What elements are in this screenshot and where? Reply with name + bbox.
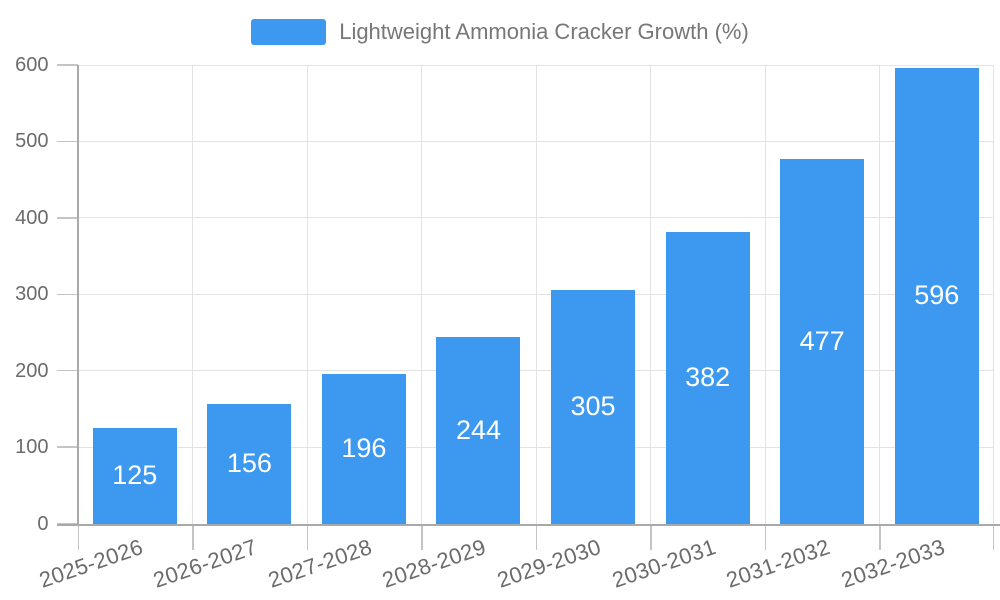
x-axis-line <box>56 523 1000 526</box>
plot-area: 0 100 200 300 400 500 600 125 2025-2026 156 2026-2… <box>15 54 1000 592</box>
y-tick-label: 100 <box>15 436 49 459</box>
y-axis-tick <box>56 140 78 143</box>
y-axis-tick <box>56 369 78 372</box>
bar[interactable]: 125 <box>92 427 177 524</box>
vertical-gridline <box>306 65 308 524</box>
bar-value-label: 244 <box>455 414 501 445</box>
legend-swatch-icon <box>251 19 327 45</box>
bar-value-label: 596 <box>914 280 960 311</box>
legend-label: Lightweight Ammonia Cracker Growth (%) <box>339 19 749 44</box>
x-axis-tick <box>992 523 994 550</box>
y-axis-line <box>76 65 79 524</box>
x-axis-tick <box>535 523 538 550</box>
x-axis-tick <box>764 523 767 550</box>
bar-value-label: 305 <box>570 391 616 422</box>
y-tick-label: 300 <box>15 283 49 306</box>
vertical-gridline <box>650 65 652 524</box>
x-axis-tick <box>650 523 652 550</box>
y-tick-label: 500 <box>15 130 49 153</box>
bar[interactable]: 244 <box>436 337 521 524</box>
bar-value-label: 196 <box>341 433 387 464</box>
y-tick-label: 200 <box>15 359 49 382</box>
vertical-gridline <box>535 65 537 524</box>
y-axis-tick <box>56 64 78 66</box>
vertical-gridline <box>192 65 194 524</box>
vertical-gridline <box>421 65 423 524</box>
y-tick-label: 400 <box>15 206 49 229</box>
y-tick-label: 600 <box>15 54 49 76</box>
bar[interactable]: 305 <box>551 290 636 524</box>
x-axis-tick <box>192 523 194 550</box>
y-axis-tick <box>56 446 78 448</box>
x-axis-tick <box>421 523 423 550</box>
legend-item[interactable]: Lightweight Ammonia Cracker Growth (%) <box>0 16 1000 48</box>
bar-value-label: 382 <box>685 362 731 393</box>
bar-value-label: 477 <box>799 325 845 356</box>
bar[interactable]: 596 <box>894 68 979 524</box>
y-axis-tick <box>56 217 78 219</box>
y-tick-label: 0 <box>37 512 49 535</box>
vertical-gridline <box>879 65 881 524</box>
bar[interactable]: 477 <box>780 159 865 524</box>
bar[interactable]: 382 <box>665 231 750 524</box>
x-axis-tick <box>77 523 79 550</box>
bar-value-label: 156 <box>226 448 272 479</box>
bar[interactable]: 196 <box>321 373 406 524</box>
vertical-gridline <box>764 65 766 524</box>
bar[interactable]: 156 <box>207 404 292 524</box>
vertical-gridline <box>993 65 994 524</box>
y-axis-tick <box>56 293 78 295</box>
x-axis-tick <box>306 523 309 550</box>
bar-value-label: 125 <box>112 460 158 491</box>
x-axis-tick <box>879 523 881 550</box>
